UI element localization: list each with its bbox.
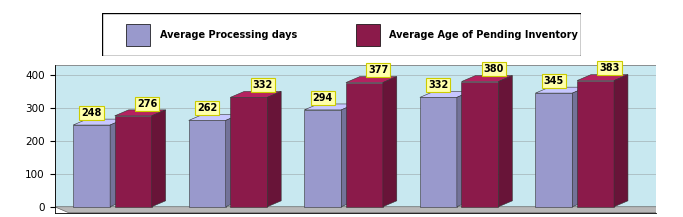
Bar [115, 116, 152, 207]
Bar [346, 82, 383, 207]
Polygon shape [457, 91, 471, 207]
Bar [356, 24, 380, 46]
Bar [420, 97, 457, 207]
Text: 345: 345 [544, 76, 564, 86]
Bar [305, 110, 342, 207]
Text: Average Age of Pending Inventory: Average Age of Pending Inventory [389, 30, 579, 40]
Polygon shape [614, 75, 628, 207]
Polygon shape [462, 76, 512, 82]
Text: 380: 380 [484, 64, 504, 74]
Polygon shape [230, 91, 281, 97]
Polygon shape [346, 77, 397, 82]
Bar [230, 97, 267, 207]
Polygon shape [420, 91, 471, 97]
Text: 332: 332 [428, 80, 449, 90]
Text: 262: 262 [197, 103, 217, 113]
Polygon shape [535, 87, 586, 93]
Polygon shape [189, 115, 240, 120]
Bar [126, 24, 150, 46]
Polygon shape [115, 110, 165, 116]
Polygon shape [73, 119, 124, 125]
Polygon shape [152, 110, 165, 207]
Text: 383: 383 [599, 63, 619, 73]
Bar [73, 125, 110, 207]
FancyBboxPatch shape [102, 13, 581, 56]
Bar [462, 82, 499, 207]
Polygon shape [499, 76, 512, 207]
Polygon shape [267, 91, 281, 207]
Text: 332: 332 [253, 80, 273, 90]
Text: 294: 294 [313, 93, 333, 103]
Text: 377: 377 [368, 65, 389, 75]
Polygon shape [572, 87, 586, 207]
Bar [189, 120, 225, 207]
Bar [577, 81, 614, 207]
Polygon shape [342, 104, 355, 207]
Text: 248: 248 [81, 108, 102, 118]
Polygon shape [577, 75, 628, 81]
Polygon shape [55, 207, 669, 213]
Text: 276: 276 [137, 99, 157, 108]
Text: Average Processing days: Average Processing days [160, 30, 297, 40]
Bar [535, 93, 572, 207]
Polygon shape [225, 115, 240, 207]
Polygon shape [383, 77, 397, 207]
Polygon shape [305, 104, 355, 110]
Polygon shape [110, 119, 124, 207]
